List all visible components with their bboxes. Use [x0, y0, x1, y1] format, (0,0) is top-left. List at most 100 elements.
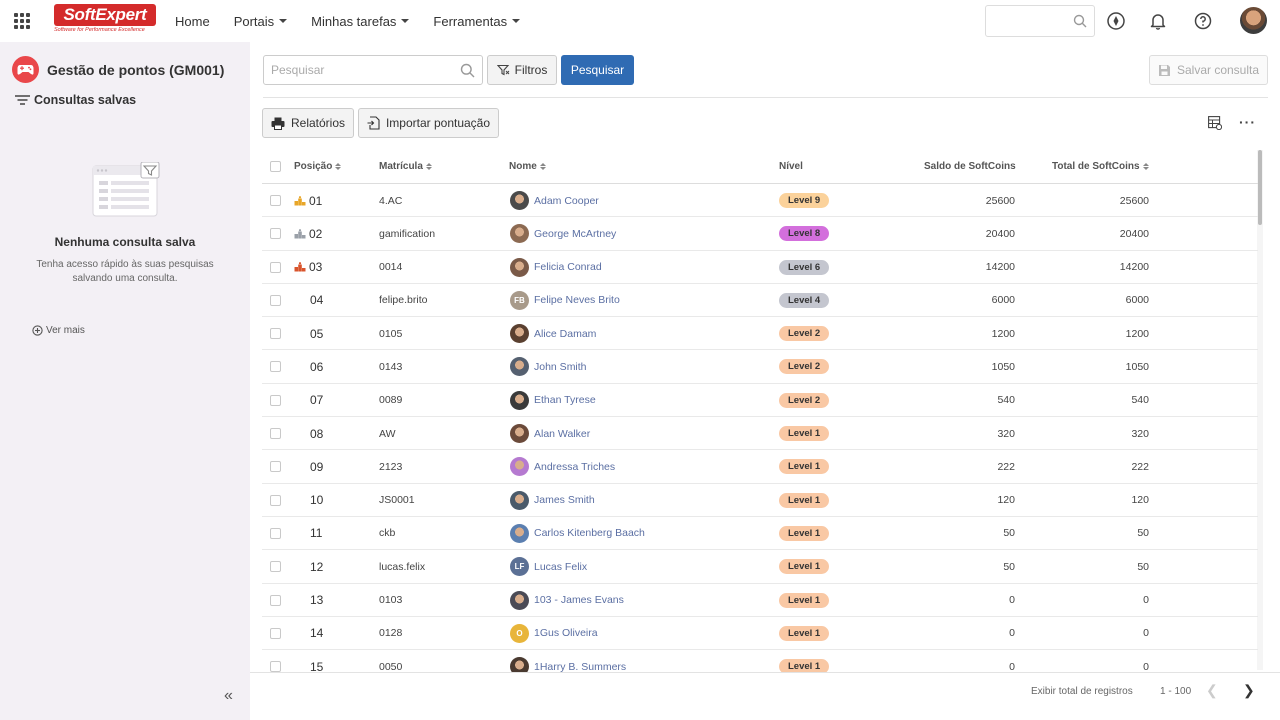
user-name-link[interactable]: Andressa Triches	[534, 460, 616, 473]
user-name-link[interactable]: James Smith	[534, 494, 595, 507]
row-checkbox[interactable]	[270, 217, 281, 250]
search-input[interactable]	[264, 56, 454, 84]
row-checkbox[interactable]	[270, 484, 281, 517]
name-cell[interactable]: John Smith	[510, 350, 587, 383]
row-checkbox[interactable]	[270, 184, 281, 217]
table-row[interactable]: 07 0089 Ethan Tyrese Level 2 540 540	[262, 384, 1258, 418]
apps-grid-icon[interactable]	[14, 13, 30, 29]
table-row[interactable]: 13 0103 103 - James Evans Level 1 0 0	[262, 584, 1258, 617]
global-search-input[interactable]	[985, 5, 1095, 37]
user-name-link[interactable]: Lucas Felix	[534, 560, 588, 573]
name-cell[interactable]: Felicia Conrad	[510, 251, 602, 284]
name-cell[interactable]: George McArtney	[510, 217, 616, 250]
total-cell: 1050	[1125, 360, 1149, 373]
col-nivel[interactable]: Nível	[779, 161, 803, 172]
bell-icon[interactable]	[1148, 11, 1168, 31]
col-total[interactable]: Total de SoftCoins	[1052, 161, 1149, 172]
avatar: LF	[510, 557, 529, 577]
more-options-icon[interactable]: ···	[1239, 114, 1256, 130]
user-name-link[interactable]: 1Gus Oliveira	[534, 627, 598, 640]
table-row[interactable]: 11 ckb Carlos Kitenberg Baach Level 1 50…	[262, 517, 1258, 551]
level-badge: Level 1	[779, 525, 830, 541]
row-checkbox[interactable]	[270, 450, 281, 483]
help-icon[interactable]	[1193, 11, 1213, 31]
user-name-link[interactable]: George McArtney	[534, 227, 617, 240]
user-name-link[interactable]: Alice Damam	[534, 327, 597, 340]
importar-pontuacao-button[interactable]: Importar pontuação	[358, 108, 499, 138]
user-name-link[interactable]: Alan Walker	[534, 427, 591, 440]
user-name-link[interactable]: Adam Cooper	[534, 194, 599, 207]
name-cell[interactable]: Adam Cooper	[510, 184, 599, 217]
col-saldo[interactable]: Saldo de SoftCoins	[924, 161, 1016, 172]
table-row[interactable]: 15 0050 1Harry B. Summers Level 1 0 0	[262, 650, 1258, 672]
row-checkbox[interactable]	[270, 584, 281, 617]
name-cell[interactable]: Carlos Kitenberg Baach	[510, 517, 645, 550]
col-matricula[interactable]: Matrícula	[379, 161, 432, 172]
name-cell[interactable]: Alice Damam	[510, 317, 596, 350]
col-posicao[interactable]: Posição	[294, 161, 342, 172]
name-cell[interactable]: Ethan Tyrese	[510, 384, 596, 417]
name-cell[interactable]: 103 - James Evans	[510, 584, 624, 617]
name-cell[interactable]: O 1Gus Oliveira	[510, 617, 598, 650]
user-name-link[interactable]: Felipe Neves Brito	[534, 294, 620, 307]
row-checkbox[interactable]	[270, 317, 281, 350]
nav-ferramentas[interactable]: Ferramentas	[433, 14, 521, 29]
table-row[interactable]: 01 4.AC Adam Cooper Level 9 25600 25600	[262, 184, 1258, 218]
user-name-link[interactable]: Felicia Conrad	[534, 261, 602, 274]
salvar-consulta-button[interactable]: Salvar consulta	[1149, 55, 1268, 85]
user-name-link[interactable]: Ethan Tyrese	[534, 394, 596, 407]
user-name-link[interactable]: John Smith	[534, 360, 587, 373]
row-checkbox[interactable]	[270, 384, 281, 417]
saved-queries-toggle[interactable]: Consultas salvas	[15, 93, 136, 107]
show-total-link[interactable]: Exibir total de registros	[1031, 686, 1133, 697]
row-checkbox[interactable]	[270, 617, 281, 650]
table-row[interactable]: 03 0014 Felicia Conrad Level 6 14200 142…	[262, 251, 1258, 284]
user-name-link[interactable]: Carlos Kitenberg Baach	[534, 527, 645, 540]
user-avatar[interactable]	[1240, 7, 1267, 34]
col-nome[interactable]: Nome	[509, 161, 546, 172]
filter-lines-icon	[15, 95, 30, 105]
user-name-link[interactable]: 103 - James Evans	[534, 594, 624, 607]
table-row[interactable]: 08 AW Alan Walker Level 1 320 320	[262, 417, 1258, 451]
filtros-button[interactable]: Filtros	[487, 55, 557, 85]
table-row[interactable]: 10 JS0001 James Smith Level 1 120 120	[262, 484, 1258, 517]
table-row[interactable]: 06 0143 John Smith Level 2 1050 1050	[262, 350, 1258, 384]
row-checkbox[interactable]	[270, 650, 281, 672]
table-row[interactable]: 09 2123 Andressa Triches Level 1 222 222	[262, 450, 1258, 484]
softexpert-logo[interactable]: SoftExpert Software for Performance Exce…	[54, 4, 158, 34]
table-row[interactable]: 14 0128 O 1Gus Oliveira Level 1 0 0	[262, 617, 1258, 651]
table-row[interactable]: 05 0105 Alice Damam Level 2 1200 1200	[262, 317, 1258, 351]
table-scrollbar[interactable]	[1258, 150, 1262, 225]
row-checkbox[interactable]	[270, 517, 281, 550]
compass-icon[interactable]	[1106, 11, 1126, 31]
table-settings-icon[interactable]	[1208, 116, 1222, 130]
row-checkbox[interactable]	[270, 417, 281, 450]
row-checkbox[interactable]	[270, 550, 281, 583]
pesquisar-button[interactable]: Pesquisar	[561, 55, 634, 85]
name-cell[interactable]: FB Felipe Neves Brito	[510, 284, 620, 317]
next-page-icon[interactable]: ❯	[1243, 682, 1255, 698]
select-all-checkbox[interactable]	[270, 161, 281, 172]
nav-minhas-tarefas[interactable]: Minhas tarefas	[311, 14, 410, 29]
name-cell[interactable]: Andressa Triches	[510, 450, 615, 483]
table-row[interactable]: 02 gamification George McArtney Level 8 …	[262, 217, 1258, 251]
search-icon[interactable]	[460, 63, 475, 78]
search-field[interactable]	[263, 55, 483, 85]
name-cell[interactable]: James Smith	[510, 484, 595, 517]
relatorios-button[interactable]: Relatórios	[262, 108, 354, 138]
position-cell: 08	[310, 417, 323, 450]
row-checkbox[interactable]	[270, 251, 281, 284]
nav-home[interactable]: Home	[175, 14, 210, 29]
ver-mais-link[interactable]: Ver mais	[32, 325, 85, 336]
collapse-sidebar-icon[interactable]: «	[224, 687, 233, 704]
row-checkbox[interactable]	[270, 350, 281, 383]
row-checkbox[interactable]	[270, 284, 281, 317]
name-cell[interactable]: 1Harry B. Summers	[510, 650, 626, 672]
table-row[interactable]: 04 felipe.brito FB Felipe Neves Brito Le…	[262, 284, 1258, 318]
name-cell[interactable]: Alan Walker	[510, 417, 590, 450]
prev-page-icon[interactable]: ❮	[1206, 682, 1218, 698]
user-name-link[interactable]: 1Harry B. Summers	[534, 660, 627, 672]
nav-portais[interactable]: Portais	[234, 14, 288, 29]
name-cell[interactable]: LF Lucas Felix	[510, 550, 587, 583]
table-row[interactable]: 12 lucas.felix LF Lucas Felix Level 1 50…	[262, 550, 1258, 584]
